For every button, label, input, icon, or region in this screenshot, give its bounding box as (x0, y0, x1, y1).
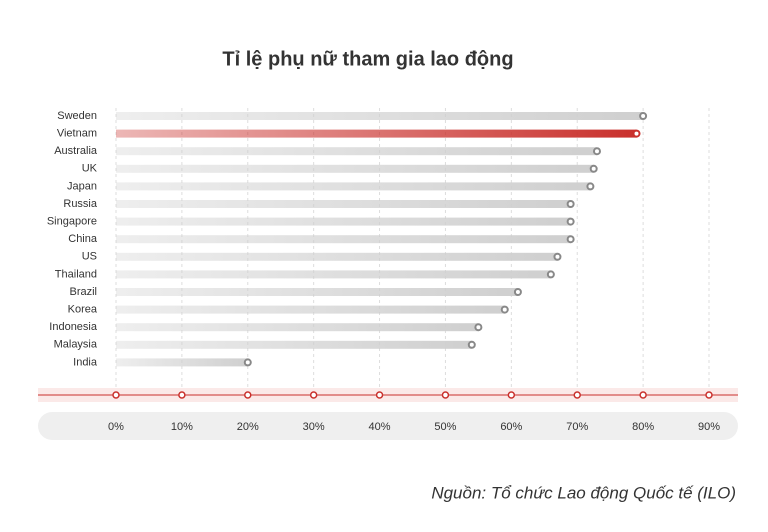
y-tick-label: Australia (54, 145, 98, 157)
bar (116, 340, 472, 349)
bar (116, 200, 571, 208)
bar-end-marker (566, 235, 575, 244)
y-tick-label: Brazil (69, 286, 97, 298)
bar (116, 305, 505, 314)
bar (116, 288, 518, 296)
bar-end-marker (566, 217, 575, 226)
bar (116, 270, 551, 279)
bar-end-marker (632, 129, 641, 138)
bar (116, 235, 571, 244)
tick-marker (573, 391, 581, 399)
tick-marker (507, 391, 516, 399)
tick-marker (178, 391, 186, 399)
x-tick-label: 30% (303, 421, 325, 433)
bar (116, 164, 594, 173)
bar-end-marker (592, 147, 601, 156)
y-tick-label: US (82, 251, 97, 263)
source-note: Nguồn: Tổ chức Lao động Quốc tế (ILO) (431, 483, 736, 502)
y-tick-label: India (73, 356, 98, 368)
bar-end-marker (243, 358, 252, 367)
tick-marker (705, 391, 713, 399)
bar (116, 323, 479, 332)
chart-title: Tỉ lệ phụ nữ tham gia lao động (222, 48, 513, 70)
y-tick-label: Singapore (47, 216, 97, 228)
bar-end-marker (513, 288, 522, 296)
x-tick-label: 60% (500, 421, 522, 433)
bar (116, 217, 571, 226)
y-tick-label: Indonesia (49, 321, 98, 333)
y-tick-label: Russia (63, 198, 98, 210)
x-tick-label: 80% (632, 421, 654, 433)
bar (116, 147, 597, 156)
bar-end-marker (467, 340, 476, 349)
x-tick-label: 20% (237, 421, 259, 433)
x-tick-label: 50% (434, 421, 456, 433)
tick-marker (112, 391, 120, 399)
y-tick-label: Thailand (55, 268, 97, 280)
x-tick-label: 0% (108, 421, 124, 433)
bar (116, 112, 644, 120)
bar-end-marker (566, 200, 575, 208)
bar-end-marker (589, 164, 598, 173)
x-tick-label: 70% (566, 421, 588, 433)
tick-band (38, 412, 738, 440)
y-tick-label: China (68, 233, 98, 245)
bar-end-marker (553, 252, 562, 261)
y-tick-label: Japan (67, 180, 97, 192)
y-tick-label: Korea (68, 304, 98, 316)
y-tick-label: Sweden (57, 110, 97, 122)
bar (116, 252, 558, 261)
bar (116, 182, 591, 191)
y-tick-label: UK (82, 163, 98, 175)
bar-end-marker (500, 305, 509, 314)
y-tick-label: Malaysia (54, 339, 98, 351)
tick-marker (375, 391, 384, 399)
bar-end-marker (639, 112, 648, 120)
bar-end-marker (586, 182, 595, 191)
x-tick-label: 90% (698, 421, 720, 433)
tick-marker (441, 391, 450, 399)
bar-end-marker (546, 270, 555, 279)
x-tick-label: 10% (171, 421, 193, 433)
x-tick-label: 40% (369, 421, 391, 433)
bar (116, 358, 248, 367)
tick-marker (639, 391, 647, 399)
bar (116, 129, 637, 138)
bar-end-marker (474, 323, 483, 332)
tick-marker (244, 391, 252, 399)
y-tick-label: Vietnam (57, 128, 97, 140)
tick-marker (309, 391, 318, 399)
